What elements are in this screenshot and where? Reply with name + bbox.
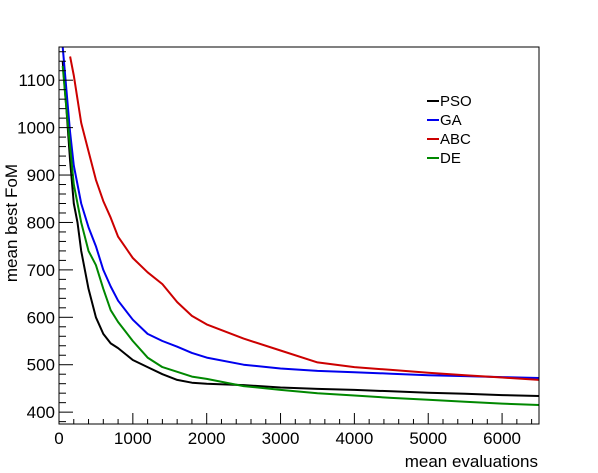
y-tick-label: 500 <box>27 356 55 375</box>
series-line-abc <box>69 56 540 381</box>
axes-layer: 0 1000 2000 3000 4000 5000 6000 400 500 600 700 800… <box>17 51 533 448</box>
x-tick-label: 5000 <box>409 429 447 448</box>
y-tick-label: 1000 <box>17 119 55 138</box>
series-line-pso <box>61 61 540 397</box>
x-tick-label: 2000 <box>188 429 226 448</box>
legend-label-abc: ABC <box>440 131 471 148</box>
y-axis-title: mean best FoM <box>2 164 21 282</box>
x-tick-label: 0 <box>54 429 63 448</box>
x-tick-label: 1000 <box>114 429 152 448</box>
x-tick-label: 6000 <box>483 429 521 448</box>
legend-label-pso: PSO <box>440 93 472 110</box>
legend-label-ga: GA <box>440 112 462 129</box>
series-line-ga <box>61 46 540 379</box>
x-axis-title: mean evaluations <box>405 452 538 471</box>
y-tick-label: 900 <box>27 166 55 185</box>
y-tick-label: 700 <box>27 261 55 280</box>
y-tick-label: 400 <box>27 403 55 422</box>
legend-label-de: DE <box>440 150 461 167</box>
series-line-de <box>61 65 540 406</box>
x-tick-label: 4000 <box>335 429 373 448</box>
series-layer <box>61 46 540 406</box>
y-tick-label: 1100 <box>18 71 55 90</box>
y-tick-label: 800 <box>27 213 55 232</box>
legend: PSO GA ABC DE <box>427 93 472 167</box>
plot-frame <box>58 46 540 425</box>
x-tick-label: 3000 <box>262 429 300 448</box>
y-tick-label: 600 <box>27 308 55 327</box>
